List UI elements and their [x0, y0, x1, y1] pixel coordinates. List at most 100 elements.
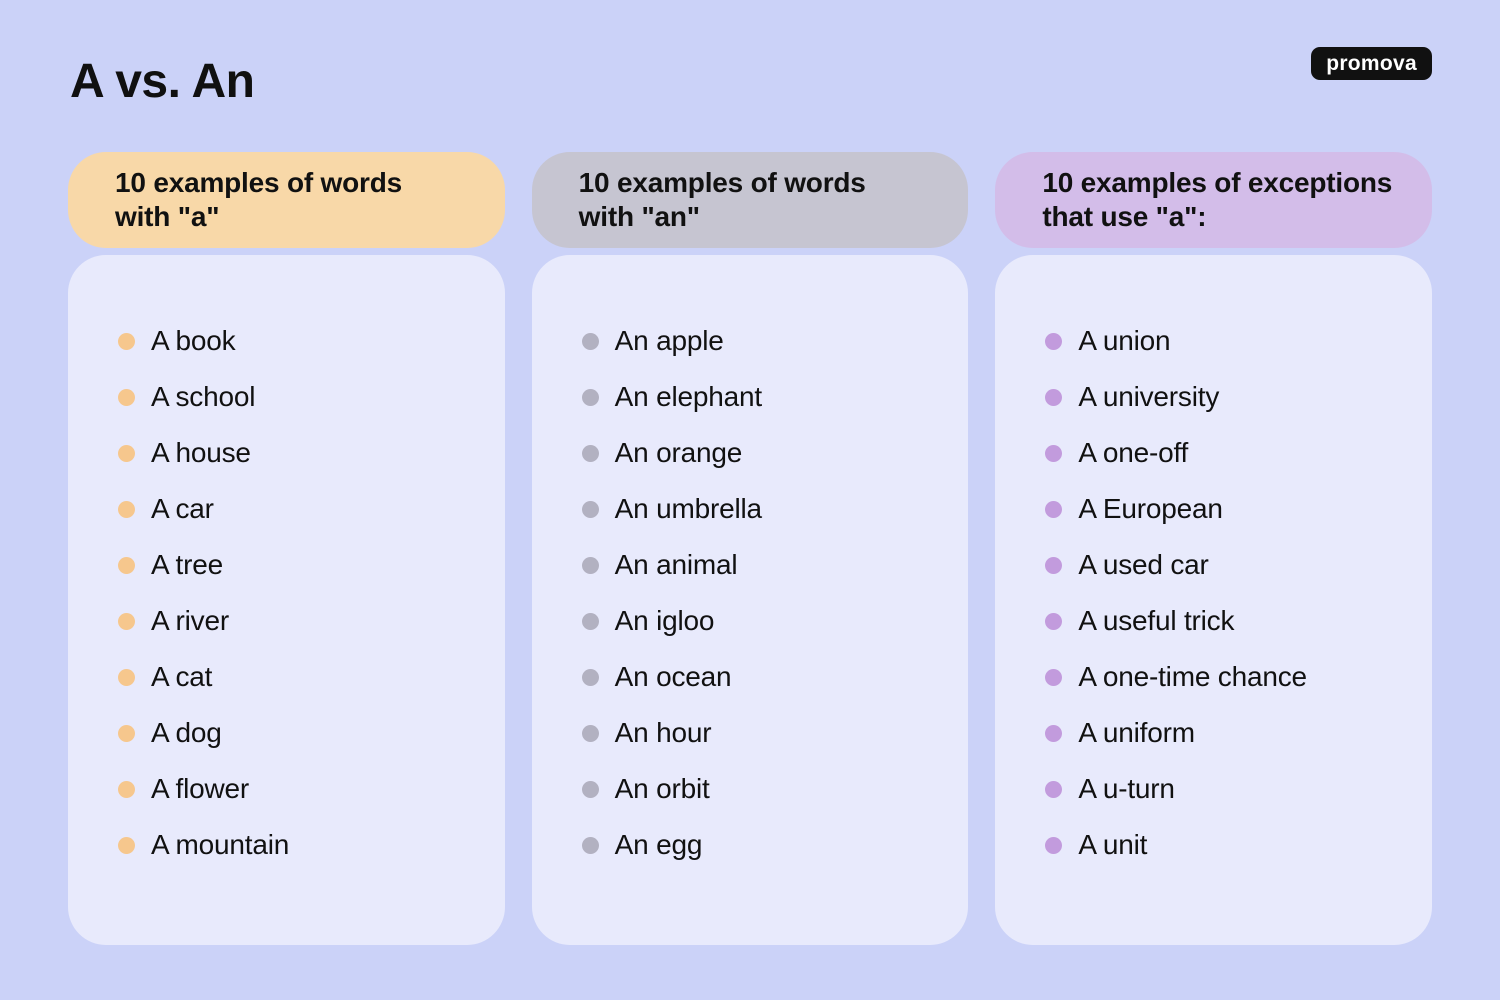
list-item-label: A dog	[151, 717, 222, 748]
list-item-label: A uniform	[1078, 717, 1195, 748]
bullet-dot-icon	[581, 388, 599, 406]
item-list: A union A university A one-off A Europea…	[995, 255, 1432, 873]
bullet-dot-icon	[581, 836, 599, 854]
list-item: An umbrella	[581, 481, 949, 537]
list-item-label: A cat	[151, 661, 213, 692]
list-item-label: An elephant	[614, 381, 762, 412]
bullet-dot-icon	[1045, 332, 1063, 350]
list-item-label: A car	[151, 493, 214, 524]
bullet-dot-icon	[1045, 780, 1063, 798]
item-list: An apple An elephant An orange An umbrel…	[532, 255, 969, 873]
list-item-label: A river	[151, 605, 229, 636]
bullet-dot-icon	[581, 500, 599, 518]
list-item-label: A u-turn	[1078, 773, 1175, 804]
list-item: A cat	[118, 649, 485, 705]
list-item-label: A school	[151, 381, 256, 412]
list-item: A school	[118, 369, 485, 425]
list-item: An orbit	[581, 761, 949, 817]
bullet-dot-icon	[118, 444, 135, 462]
column-body-card: A union A university A one-off A Europea…	[995, 255, 1433, 945]
bullet-dot-icon	[1045, 500, 1063, 518]
bullet-dot-icon	[1045, 388, 1063, 406]
column-header-label: 10 examples of words with "an"	[578, 166, 866, 232]
list-item-label: An ocean	[614, 661, 732, 692]
list-item-label: An umbrella	[614, 493, 762, 524]
list-item: A university	[1045, 369, 1412, 425]
example-column: 10 examples of words with "a" A book A s…	[68, 152, 505, 945]
bullet-dot-icon	[118, 500, 135, 518]
list-item: An animal	[581, 537, 949, 593]
list-item-label: A one-off	[1078, 437, 1189, 468]
list-item: A dog	[118, 705, 485, 761]
list-item-label: A tree	[151, 549, 223, 580]
list-item-label: An orange	[614, 437, 743, 468]
list-item: An orange	[581, 425, 949, 481]
column-body-card: An apple An elephant An orange An umbrel…	[531, 255, 969, 945]
list-item: A car	[118, 481, 485, 537]
list-item-label: A useful trick	[1078, 605, 1235, 636]
bullet-dot-icon	[1045, 444, 1063, 462]
column-header: 10 examples of words with "an"	[531, 152, 969, 248]
promova-logo-text: promova	[1326, 51, 1417, 75]
list-item-label: A house	[151, 437, 251, 468]
list-item-label: An hour	[614, 717, 712, 748]
bullet-dot-icon	[1045, 724, 1063, 742]
list-item-label: A book	[151, 325, 236, 356]
list-item-label: A flower	[151, 773, 249, 804]
list-item: An elephant	[581, 369, 949, 425]
list-item: A uniform	[1045, 705, 1412, 761]
list-item-label: A union	[1078, 325, 1171, 356]
column-header: 10 examples of exceptions that use "a":	[995, 152, 1433, 248]
list-item-label: An egg	[614, 829, 703, 860]
list-item-label: An igloo	[614, 605, 715, 636]
list-item-label: A one-time chance	[1078, 661, 1307, 692]
list-item-label: An orbit	[614, 773, 710, 804]
bullet-dot-icon	[1045, 836, 1063, 854]
list-item: A u-turn	[1045, 761, 1412, 817]
list-item-label: A European	[1078, 493, 1223, 524]
list-item: An ocean	[581, 649, 949, 705]
bullet-dot-icon	[118, 388, 135, 406]
bullet-dot-icon	[581, 724, 599, 742]
list-item-label: A mountain	[151, 829, 290, 860]
list-item: A useful trick	[1045, 593, 1412, 649]
column-header-label: 10 examples of exceptions that use "a":	[1042, 166, 1393, 232]
list-item: An apple	[581, 313, 949, 369]
list-item: A unit	[1045, 817, 1412, 873]
bullet-dot-icon	[118, 724, 135, 742]
bullet-dot-icon	[581, 668, 599, 686]
bullet-dot-icon	[1045, 556, 1063, 574]
list-item: An egg	[581, 817, 949, 873]
item-list: A book A school A house A car A tree A r…	[68, 255, 505, 873]
bullet-dot-icon	[581, 556, 599, 574]
bullet-dot-icon	[118, 836, 135, 854]
bullet-dot-icon	[118, 612, 135, 630]
bullet-dot-icon	[581, 332, 599, 350]
column-header-label: 10 examples of words with "a"	[115, 166, 403, 232]
column-header: 10 examples of words with "a"	[68, 152, 505, 248]
list-item: An igloo	[581, 593, 949, 649]
list-item: A used car	[1045, 537, 1412, 593]
bullet-dot-icon	[118, 556, 135, 574]
promova-logo: promova	[1311, 47, 1432, 80]
list-item: A mountain	[118, 817, 485, 873]
list-item-label: A university	[1078, 381, 1220, 412]
list-item: A tree	[118, 537, 485, 593]
list-item-label: A unit	[1078, 829, 1148, 860]
bullet-dot-icon	[1045, 668, 1063, 686]
bullet-dot-icon	[118, 668, 135, 686]
list-item-label: An apple	[614, 325, 724, 356]
list-item: A river	[118, 593, 485, 649]
column-body-card: A book A school A house A car A tree A r…	[68, 255, 505, 945]
list-item: A one-off	[1045, 425, 1412, 481]
bullet-dot-icon	[118, 332, 135, 350]
list-item-label: A used car	[1078, 549, 1209, 580]
list-item: A book	[118, 313, 485, 369]
bullet-dot-icon	[581, 780, 599, 798]
list-item: A one-time chance	[1045, 649, 1412, 705]
list-item: A union	[1045, 313, 1412, 369]
list-item-label: An animal	[614, 549, 738, 580]
list-item: An hour	[581, 705, 949, 761]
list-item: A house	[118, 425, 485, 481]
